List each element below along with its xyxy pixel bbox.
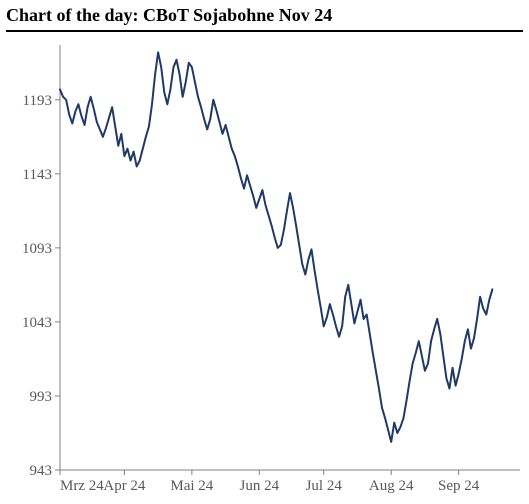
x-tick-label: Mai 24 xyxy=(170,478,213,494)
chart-container: Chart of the day: CBoT Sojabohne Nov 24 … xyxy=(0,0,529,504)
y-tick-label: 1043 xyxy=(22,315,52,331)
x-tick-label: Jul 24 xyxy=(306,478,343,494)
x-tick-label: Aug 24 xyxy=(369,478,414,494)
x-tick-label: Sep 24 xyxy=(438,478,480,494)
y-tick-label: 943 xyxy=(30,463,53,479)
x-tick-label: Mrz 24 xyxy=(60,478,104,494)
x-tick-label: Jun 24 xyxy=(240,478,280,494)
y-tick-label: 993 xyxy=(30,389,53,405)
y-tick-label: 1193 xyxy=(23,93,52,109)
price-series-line xyxy=(60,52,492,441)
y-tick-label: 1093 xyxy=(22,241,52,257)
chart-title: Chart of the day: CBoT Sojabohne Nov 24 xyxy=(6,5,523,32)
x-tick-label: Apr 24 xyxy=(103,478,146,494)
y-tick-label: 1143 xyxy=(23,167,52,183)
chart-svg: 943 993 1043 1093 1143 1193 Mrz 24Apr 24 Mai 24… xyxy=(0,0,529,504)
